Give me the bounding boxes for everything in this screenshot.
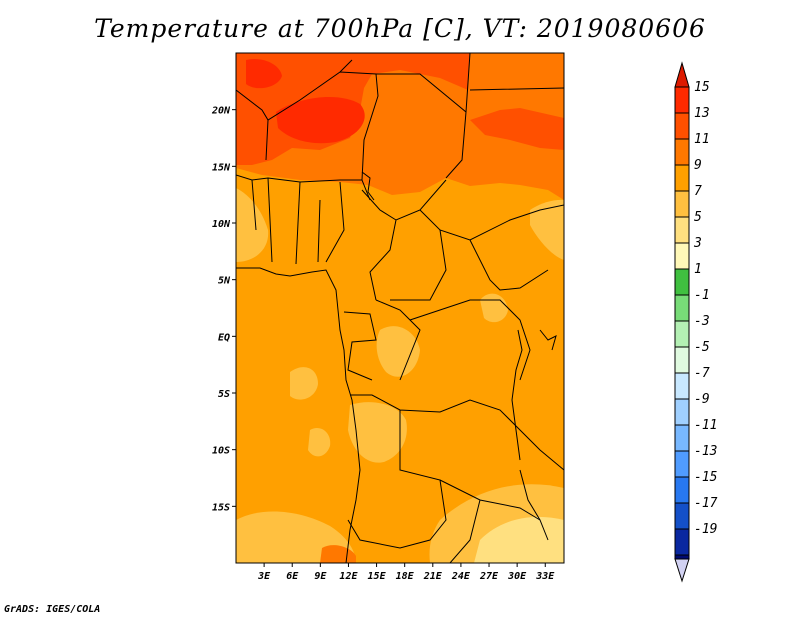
colorbar-swatch <box>674 216 690 244</box>
lat-label: 15N <box>212 162 231 173</box>
map-frame <box>235 52 565 564</box>
central-borders <box>361 179 564 301</box>
colorbar-swatch <box>674 424 690 452</box>
lat-label: 20N <box>211 106 231 117</box>
lon-label: 33E <box>535 571 555 582</box>
band-5-southeast <box>474 516 564 563</box>
congo-borders <box>343 299 531 381</box>
colorbar-label: 11 <box>694 132 710 147</box>
latitude-axis: 20N 15N 10N 5N EQ 5S 10S 15S <box>211 106 236 513</box>
colorbar-swatch <box>674 190 690 218</box>
colorbar-swatch <box>674 86 690 114</box>
colorbar-label: 9 <box>694 158 702 173</box>
colorbar-label: 7 <box>694 184 702 199</box>
southern-borders <box>347 394 564 563</box>
band-7-sahel <box>236 188 269 262</box>
lon-label: 6E <box>286 571 299 582</box>
colorbar-label: 5 <box>694 210 702 225</box>
colorbar-swatch <box>674 372 690 400</box>
lon-label: 21E <box>423 571 443 582</box>
lon-label: 30E <box>507 571 527 582</box>
colorbar-swatch <box>674 112 690 140</box>
band-9-ocean-spot <box>308 427 331 457</box>
colorbar-label: -11 <box>694 418 717 433</box>
lake-chad <box>361 171 375 201</box>
lon-label: 24E <box>451 571 471 582</box>
colorbar-label: 1 <box>694 262 702 277</box>
band-15-corner <box>246 58 282 89</box>
colorbar-swatch <box>674 138 690 166</box>
colorbar: 15 13 11 9 7 5 3 1 -1 -3 -5 -7 -9 -11 -13 -15 -17 -19 <box>674 61 718 583</box>
colorbar-swatch <box>674 242 690 270</box>
colorbar-top-arrow <box>674 61 690 88</box>
lon-label: 3E <box>257 571 271 582</box>
colorbar-swatch <box>674 268 690 296</box>
colorbar-swatch <box>674 450 690 478</box>
colorbar-label: -3 <box>694 314 710 329</box>
westafrica-borders <box>236 174 362 265</box>
colorbar-label: -9 <box>694 392 710 407</box>
credit-text: GrADS: IGES/COLA <box>4 604 101 615</box>
band-15-core <box>276 97 365 144</box>
colorbar-swatch <box>674 476 690 504</box>
colorbar-label: -1 <box>694 288 710 303</box>
lat-label: 10S <box>212 446 230 457</box>
colorbar-swatch <box>674 346 690 374</box>
lon-label: 15E <box>368 571 387 582</box>
colorbar-label: -7 <box>694 366 710 381</box>
sahara-borders <box>236 53 564 201</box>
colorbar-label: -13 <box>694 444 717 459</box>
colorbar-swatch <box>674 398 690 426</box>
lat-label: 10N <box>212 219 231 230</box>
chart-title: Temperature at 700hPa [C], VT: 201908060… <box>94 14 706 43</box>
longitude-axis: 3E 6E 9E 12E 15E 18E 21E 24E 27E 30E 33E <box>257 563 555 582</box>
colorbar-swatch <box>674 320 690 348</box>
colorbar-swatch <box>674 502 690 530</box>
colorbar-label: -5 <box>694 340 710 355</box>
colorbar-label: -17 <box>694 496 718 511</box>
lat-label: 5S <box>218 389 230 400</box>
colorbar-label: 15 <box>694 80 710 95</box>
colorbar-bottom-arrow <box>674 558 690 583</box>
lon-label: 18E <box>396 571 415 582</box>
colorbar-label: 3 <box>693 236 702 251</box>
colorbar-bottom-swatch <box>674 554 690 560</box>
band-13-west <box>470 108 564 150</box>
colorbar-swatch <box>674 294 690 322</box>
eastafrica-lakes <box>511 329 557 541</box>
lon-label: 27E <box>479 571 499 582</box>
lat-label: 15S <box>212 502 230 513</box>
coastline <box>236 267 361 563</box>
lat-label: EQ <box>218 332 230 343</box>
colorbar-label: 13 <box>694 106 710 121</box>
colorbar-swatch <box>674 528 690 556</box>
colorbar-label: -19 <box>694 522 717 537</box>
colorbar-label: -15 <box>694 470 718 485</box>
lon-label: 12E <box>339 571 358 582</box>
colorbar-swatch <box>674 164 690 192</box>
band-7-east <box>530 199 564 260</box>
lon-label: 9E <box>314 571 327 582</box>
lat-label: 5N <box>218 276 231 287</box>
band-7-congo <box>376 326 420 377</box>
band-7-gulf <box>290 367 318 400</box>
borders <box>236 53 564 563</box>
band-7-angola <box>348 402 407 463</box>
